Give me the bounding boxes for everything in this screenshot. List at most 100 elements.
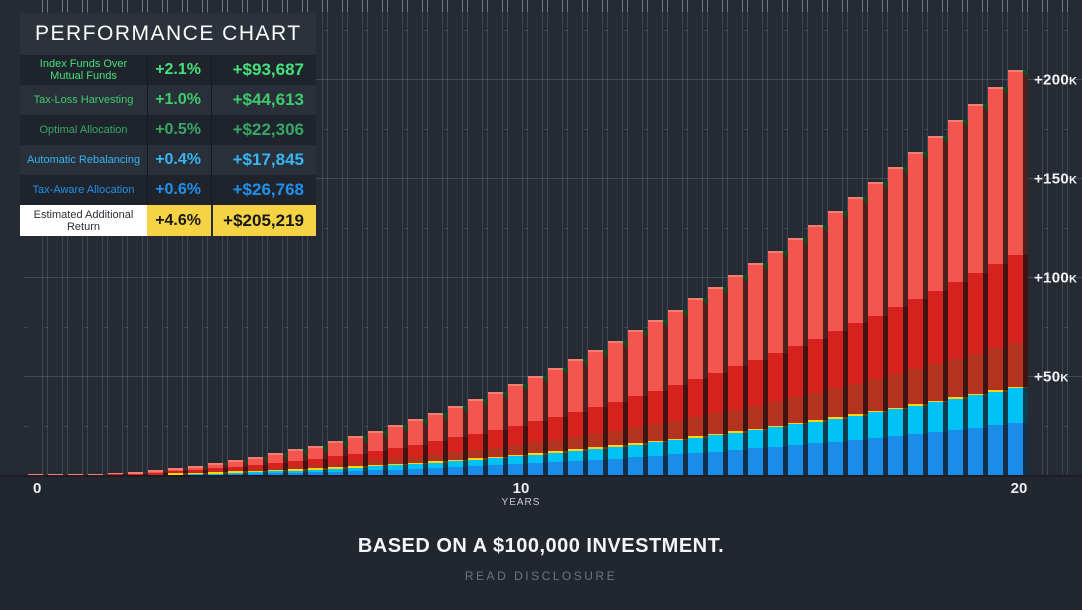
bar-segment [328, 463, 348, 468]
yellow-divider-sliver [808, 420, 828, 422]
bar [508, 0, 528, 476]
bar-shade-gap [403, 425, 408, 476]
bar-segment [568, 450, 588, 461]
yellow-divider-sliver [468, 458, 488, 460]
bar [908, 0, 928, 476]
bar [648, 0, 668, 476]
bar-segment [548, 439, 568, 452]
bar-segment [288, 472, 308, 476]
bar-segment [228, 460, 248, 467]
bar [268, 0, 288, 476]
bar-segment [148, 472, 168, 475]
legend-row-label: Tax-Loss Harvesting [33, 94, 134, 106]
bar-segment [308, 465, 328, 469]
bar [588, 0, 608, 476]
x-tick-10: 10 YEARS [502, 480, 541, 508]
bar-segment [108, 474, 128, 476]
bar-shade-gap [823, 224, 828, 476]
bar-segment [248, 457, 268, 465]
yellow-divider-sliver [568, 449, 588, 451]
bar-segment [308, 469, 328, 473]
bar-shade-gap [703, 298, 708, 476]
bar-segment [348, 467, 368, 471]
legend-row: Automatic Rebalancing +0.4% +$17,845 [20, 145, 316, 175]
bar [328, 0, 348, 476]
bar [548, 0, 568, 476]
yellow-divider-sliver [488, 456, 508, 459]
bar-segment [248, 472, 268, 474]
bar-shade-gap [323, 445, 328, 476]
bar-segment [608, 446, 628, 459]
bar-segment [168, 470, 188, 473]
bar-shade-gap [963, 120, 968, 476]
legend-row-amount: +$44,613 [211, 85, 316, 115]
yellow-divider-sliver [968, 393, 988, 396]
bar [968, 0, 988, 476]
total-row-percent: +4.6% [147, 205, 211, 236]
bar-segment [368, 466, 388, 471]
bar-segment [288, 460, 308, 467]
yellow-divider-sliver [628, 443, 648, 445]
bar-segment [488, 458, 508, 466]
bar-segment [188, 465, 208, 470]
bar [868, 0, 888, 477]
yellow-divider-sliver [268, 469, 288, 472]
bar-segment [388, 458, 408, 464]
top-tick-ruler [28, 0, 1082, 12]
bar-shade-gap [163, 469, 168, 476]
bar-segment [68, 474, 88, 475]
bar [428, 0, 448, 476]
yellow-divider-sliver [188, 472, 208, 475]
legend-row-pct: +0.5% [147, 115, 211, 145]
bar-segment [48, 474, 68, 475]
bar-shade-gap [803, 237, 808, 476]
y-axis-label: +50K [1034, 368, 1069, 386]
bar-segment [468, 459, 488, 467]
bar-segment [428, 462, 448, 468]
bar-segment [508, 445, 528, 455]
yellow-divider-sliver [688, 436, 708, 438]
bar-shade-gap [443, 412, 448, 476]
bar [788, 0, 808, 476]
yellow-divider-sliver [648, 440, 668, 443]
bar-segment [268, 473, 288, 476]
x-tick-10-value: 10 [512, 480, 530, 497]
bar-segment [408, 464, 428, 469]
bar-segment [228, 469, 248, 472]
bar-segment [288, 449, 308, 461]
bar [1008, 0, 1028, 476]
yellow-divider-sliver [748, 428, 768, 431]
yellow-divider-sliver [928, 400, 948, 403]
bar-segment [208, 473, 228, 475]
bar-shade-gap [423, 419, 428, 476]
bar-shade-gap [543, 376, 548, 476]
legend-panel: PERFORMANCE CHART Index Funds Over Mutua… [20, 13, 316, 236]
bar-segment [208, 468, 228, 471]
bar [888, 0, 908, 476]
minor-gridline-125k [24, 227, 1082, 229]
bar-segment [328, 456, 348, 464]
bar [308, 0, 328, 476]
bar [488, 0, 508, 476]
bar [928, 0, 948, 477]
yellow-divider-sliver [448, 459, 468, 462]
bar-shade-gap [663, 320, 668, 476]
read-disclosure-link[interactable]: READ DISCLOSURE [464, 569, 618, 583]
bar [728, 0, 748, 476]
bar-shade-gap [583, 359, 588, 476]
yellow-divider-sliver [668, 438, 688, 441]
bar-segment [188, 474, 208, 475]
bar-shade-gap [923, 152, 928, 476]
legend-rows: Index Funds Over Mutual Funds +2.1% +$93,6… [20, 55, 316, 205]
yellow-divider-sliver [288, 469, 308, 471]
total-row-amount: +$205,219 [211, 205, 316, 236]
bar-segment [208, 470, 228, 473]
bar-shade-gap [223, 463, 228, 476]
bar-shade-gap [263, 457, 268, 476]
bar-segment [188, 471, 208, 473]
minor-gridline-75k [24, 326, 1082, 328]
bar-segment [388, 469, 408, 476]
bar [628, 0, 648, 476]
yellow-divider-sliver [1008, 386, 1028, 388]
y-axis-label: +100K [1034, 269, 1078, 287]
